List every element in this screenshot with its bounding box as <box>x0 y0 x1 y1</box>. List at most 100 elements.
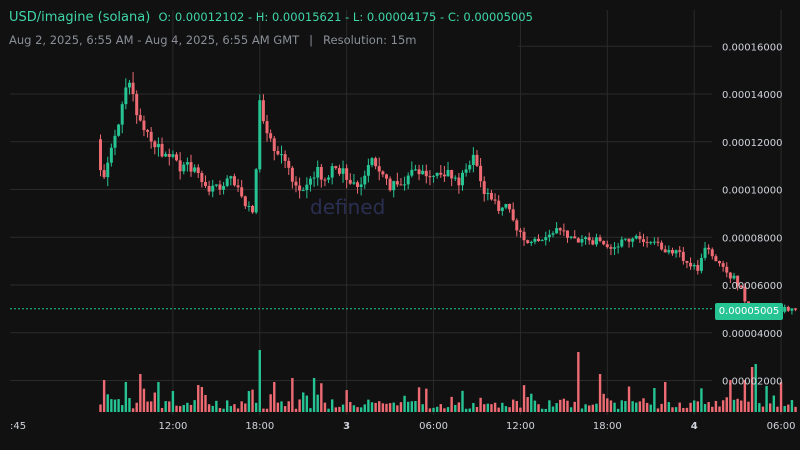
volume-bar <box>439 404 442 412</box>
volume-bar <box>682 408 685 412</box>
candle-body <box>374 158 378 167</box>
candle-body <box>127 82 131 88</box>
volume-bar <box>580 408 584 412</box>
volume-bar <box>374 402 377 412</box>
candle-body <box>584 237 588 240</box>
candle-body <box>728 272 732 279</box>
volume-bar <box>493 402 497 412</box>
volume-bar <box>678 402 681 412</box>
volume-bar <box>475 406 479 412</box>
candle-body <box>537 238 541 242</box>
candle-body <box>551 233 555 235</box>
candle-body <box>392 181 396 191</box>
candle-body <box>783 306 787 312</box>
candle-body <box>790 308 794 311</box>
volume-bars <box>99 350 797 412</box>
volume-bar <box>522 385 526 412</box>
candle-body <box>334 166 338 169</box>
candle-body <box>384 174 388 179</box>
candle-body <box>185 162 189 165</box>
volume-bar <box>787 404 790 412</box>
volume-bar <box>359 407 363 412</box>
candle-body <box>555 228 559 234</box>
volume-bar <box>624 401 627 412</box>
candle-body <box>544 237 548 241</box>
x-tick-label: 06:00 <box>419 421 448 432</box>
candle-body <box>236 185 240 188</box>
volume-bar <box>388 403 392 412</box>
volume-bar <box>732 399 736 412</box>
volume-bar <box>779 382 783 412</box>
candle-body <box>663 249 667 253</box>
volume-bar <box>638 401 642 412</box>
ohlc-values: O: 0.00012102 - H: 0.00015621 - L: 0.000… <box>158 10 533 24</box>
volume-bar <box>490 404 493 412</box>
volume-bar <box>124 382 128 412</box>
candle-body <box>591 240 595 245</box>
volume-bar <box>244 403 247 412</box>
candle-body <box>265 121 269 134</box>
candle-body <box>649 242 653 244</box>
candle-body <box>631 238 635 242</box>
volume-bar <box>588 405 591 412</box>
volume-bar <box>627 386 631 412</box>
volume-bar <box>269 394 272 412</box>
volume-bar <box>309 408 312 412</box>
candle-body <box>218 184 222 190</box>
candle-body <box>428 176 432 178</box>
volume-bar <box>334 407 337 412</box>
candle-body <box>670 249 674 254</box>
candle-body <box>685 260 689 263</box>
candle-body <box>794 308 798 310</box>
candle-body <box>269 133 273 139</box>
volume-bar <box>189 404 193 412</box>
candle-body <box>207 185 211 192</box>
candle-body <box>475 154 479 166</box>
candle-body <box>254 169 258 213</box>
volume-bar <box>117 399 120 412</box>
volume-bar <box>758 403 761 412</box>
candle-body <box>645 241 649 243</box>
volume-bar <box>454 404 457 412</box>
candle-body <box>243 196 247 207</box>
candle-body <box>461 172 464 186</box>
volume-bar <box>273 382 276 412</box>
candle-body <box>251 206 255 213</box>
candle-body <box>341 168 345 174</box>
candle-body <box>518 230 522 232</box>
candle-body <box>182 164 186 172</box>
candle-body <box>370 158 374 166</box>
chart-header: USD/imagine (solana) O: 0.00012102 - H: … <box>9 10 533 25</box>
volume-bar <box>385 403 388 412</box>
volume-bar <box>226 400 229 412</box>
volume-bar <box>175 405 178 412</box>
candle-body <box>102 170 106 178</box>
candle-body <box>359 184 363 188</box>
volume-bar <box>613 402 616 412</box>
volume-bar <box>472 402 475 412</box>
y-tick-label: 0.00004000 <box>722 329 782 340</box>
volume-bar <box>598 374 602 412</box>
volume-bar <box>233 404 236 412</box>
candle-body <box>106 162 110 178</box>
candle-body <box>189 162 193 172</box>
candle-body <box>547 234 551 238</box>
volume-bar <box>204 394 207 412</box>
volume-bar <box>721 400 725 412</box>
volume-bar <box>193 400 196 412</box>
candle-body <box>562 230 566 232</box>
candle-body <box>565 230 569 238</box>
candle-body <box>511 209 515 221</box>
candle-body <box>540 240 544 242</box>
x-tick-label: 12:00 <box>506 421 535 432</box>
candle-body <box>497 200 501 211</box>
volume-bar <box>153 392 156 412</box>
volume-bar <box>584 404 587 412</box>
x-tick-label: 18:00 <box>593 421 622 432</box>
volume-bar <box>106 394 109 412</box>
candle-body <box>247 206 251 208</box>
candle-body <box>330 166 334 178</box>
volume-bar <box>276 402 280 412</box>
volume-bar <box>218 408 222 412</box>
candle-body <box>696 264 700 271</box>
